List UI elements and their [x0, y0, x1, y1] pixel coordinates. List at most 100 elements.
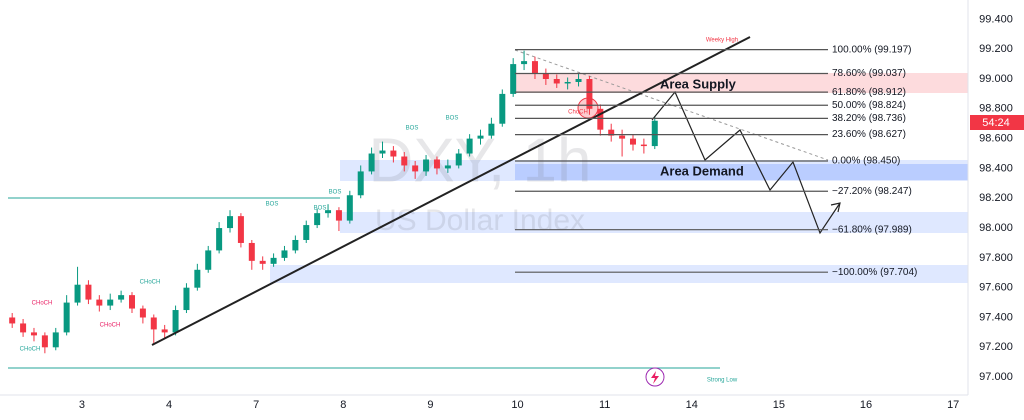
candle-body [118, 295, 125, 300]
candle-body [216, 228, 223, 251]
x-tick-label: 17 [947, 399, 959, 411]
y-tick-label: 98.200 [979, 192, 1013, 204]
candle-body [129, 295, 135, 309]
y-tick-label: 98.000 [979, 222, 1013, 234]
candle-body [74, 284, 81, 303]
x-tick-label: 11 [599, 399, 610, 411]
countdown-box [970, 115, 1024, 130]
annotation: CHoCH [140, 280, 161, 286]
flash-icon-glyph [651, 371, 659, 384]
candle-body [629, 138, 636, 145]
candle-body [521, 61, 528, 65]
zone-label: Area Supply [660, 76, 737, 91]
demand-zone [340, 212, 968, 233]
candle-body [553, 79, 560, 84]
candle-body [325, 210, 332, 214]
candle-body [335, 210, 342, 221]
candle-body [281, 250, 288, 258]
x-tick-label: 4 [166, 399, 172, 411]
y-tick-label: 99.200 [979, 43, 1013, 55]
fib-label: 23.60% (98.627) [832, 129, 906, 140]
arrow-head [830, 202, 841, 213]
projection-path [651, 90, 841, 235]
candle-body [542, 73, 549, 79]
x-tick-label: 3 [79, 399, 85, 411]
candle-body [586, 79, 593, 109]
candle-body [564, 81, 571, 84]
y-tick-label: 97.400 [979, 311, 1013, 323]
y-tick-label: 98.800 [979, 103, 1013, 115]
countdown: 54:24 [982, 117, 1010, 129]
candle-body [30, 332, 37, 336]
candle-body [172, 310, 179, 333]
candle-body [150, 317, 157, 330]
fib-label: 78.60% (99.037) [832, 68, 906, 79]
candle-body [139, 308, 146, 318]
candle-body [640, 144, 647, 147]
candle-body [619, 135, 626, 139]
annotation: BOS [314, 206, 327, 212]
candle-body [292, 239, 299, 251]
annotation: ChoCH [568, 110, 588, 116]
y-tick-label: 97.600 [979, 282, 1013, 294]
annotation: BOS [406, 126, 419, 132]
candle-body [194, 269, 201, 288]
dotted-line [514, 49, 829, 161]
annotation: Strong Low [707, 378, 738, 384]
candle-body [390, 150, 397, 157]
candle-body [161, 329, 168, 333]
y-tick-label: 97.000 [979, 371, 1013, 383]
candle-body [368, 153, 375, 172]
x-tick-label: 8 [340, 399, 346, 411]
demand-zone [340, 160, 968, 181]
annotation: BOS [266, 202, 279, 208]
zone-label: Area Demand [660, 163, 744, 178]
candle-body [455, 153, 462, 166]
zones [8, 49, 968, 369]
candle-body [510, 64, 517, 94]
candle-body [346, 195, 353, 221]
candle-body [314, 213, 321, 226]
x-tick-label: 9 [427, 399, 433, 411]
demand-zone [270, 265, 968, 283]
candle-body [107, 299, 114, 306]
candle-body [499, 93, 506, 124]
x-tick-label: 16 [860, 399, 872, 411]
fib-label: 38.20% (98.736) [832, 113, 906, 124]
candle-body [20, 323, 27, 333]
candle-body [477, 135, 484, 139]
y-tick-label: 99.000 [979, 73, 1013, 85]
supply-zone [515, 73, 968, 93]
annotation: CHoCH [20, 347, 41, 353]
candle-body [9, 317, 16, 324]
candle-body [237, 216, 244, 243]
annotation: CHoCH [100, 323, 121, 329]
x-tick-label: 7 [253, 399, 259, 411]
candle-body [270, 257, 277, 264]
candle-body [41, 335, 48, 348]
candle-body [466, 138, 473, 154]
candle-body [488, 123, 495, 136]
candle-body [423, 159, 430, 172]
y-tick-label: 97.200 [979, 341, 1013, 353]
candle-body [248, 242, 255, 261]
candle-body [575, 79, 582, 82]
y-tick-label: 98.600 [979, 133, 1013, 145]
candle-body [357, 171, 364, 196]
fib-label: 50.00% (98.824) [832, 100, 906, 111]
fib-label: 61.80% (98.912) [832, 87, 906, 98]
annotation: CHoCH [32, 301, 53, 307]
demand-zone [515, 164, 968, 180]
y-tick-label: 98.400 [979, 162, 1013, 174]
x-tick-label: 10 [511, 399, 523, 411]
candle-body [183, 287, 190, 311]
candle-body [227, 216, 234, 229]
x-tick-label: 14 [686, 399, 698, 411]
candle-body [531, 61, 538, 74]
candle-body [85, 284, 92, 300]
candle-body [303, 225, 310, 240]
candle-body [63, 302, 70, 333]
annotation: BOS [446, 116, 459, 122]
drawings [151, 36, 841, 387]
